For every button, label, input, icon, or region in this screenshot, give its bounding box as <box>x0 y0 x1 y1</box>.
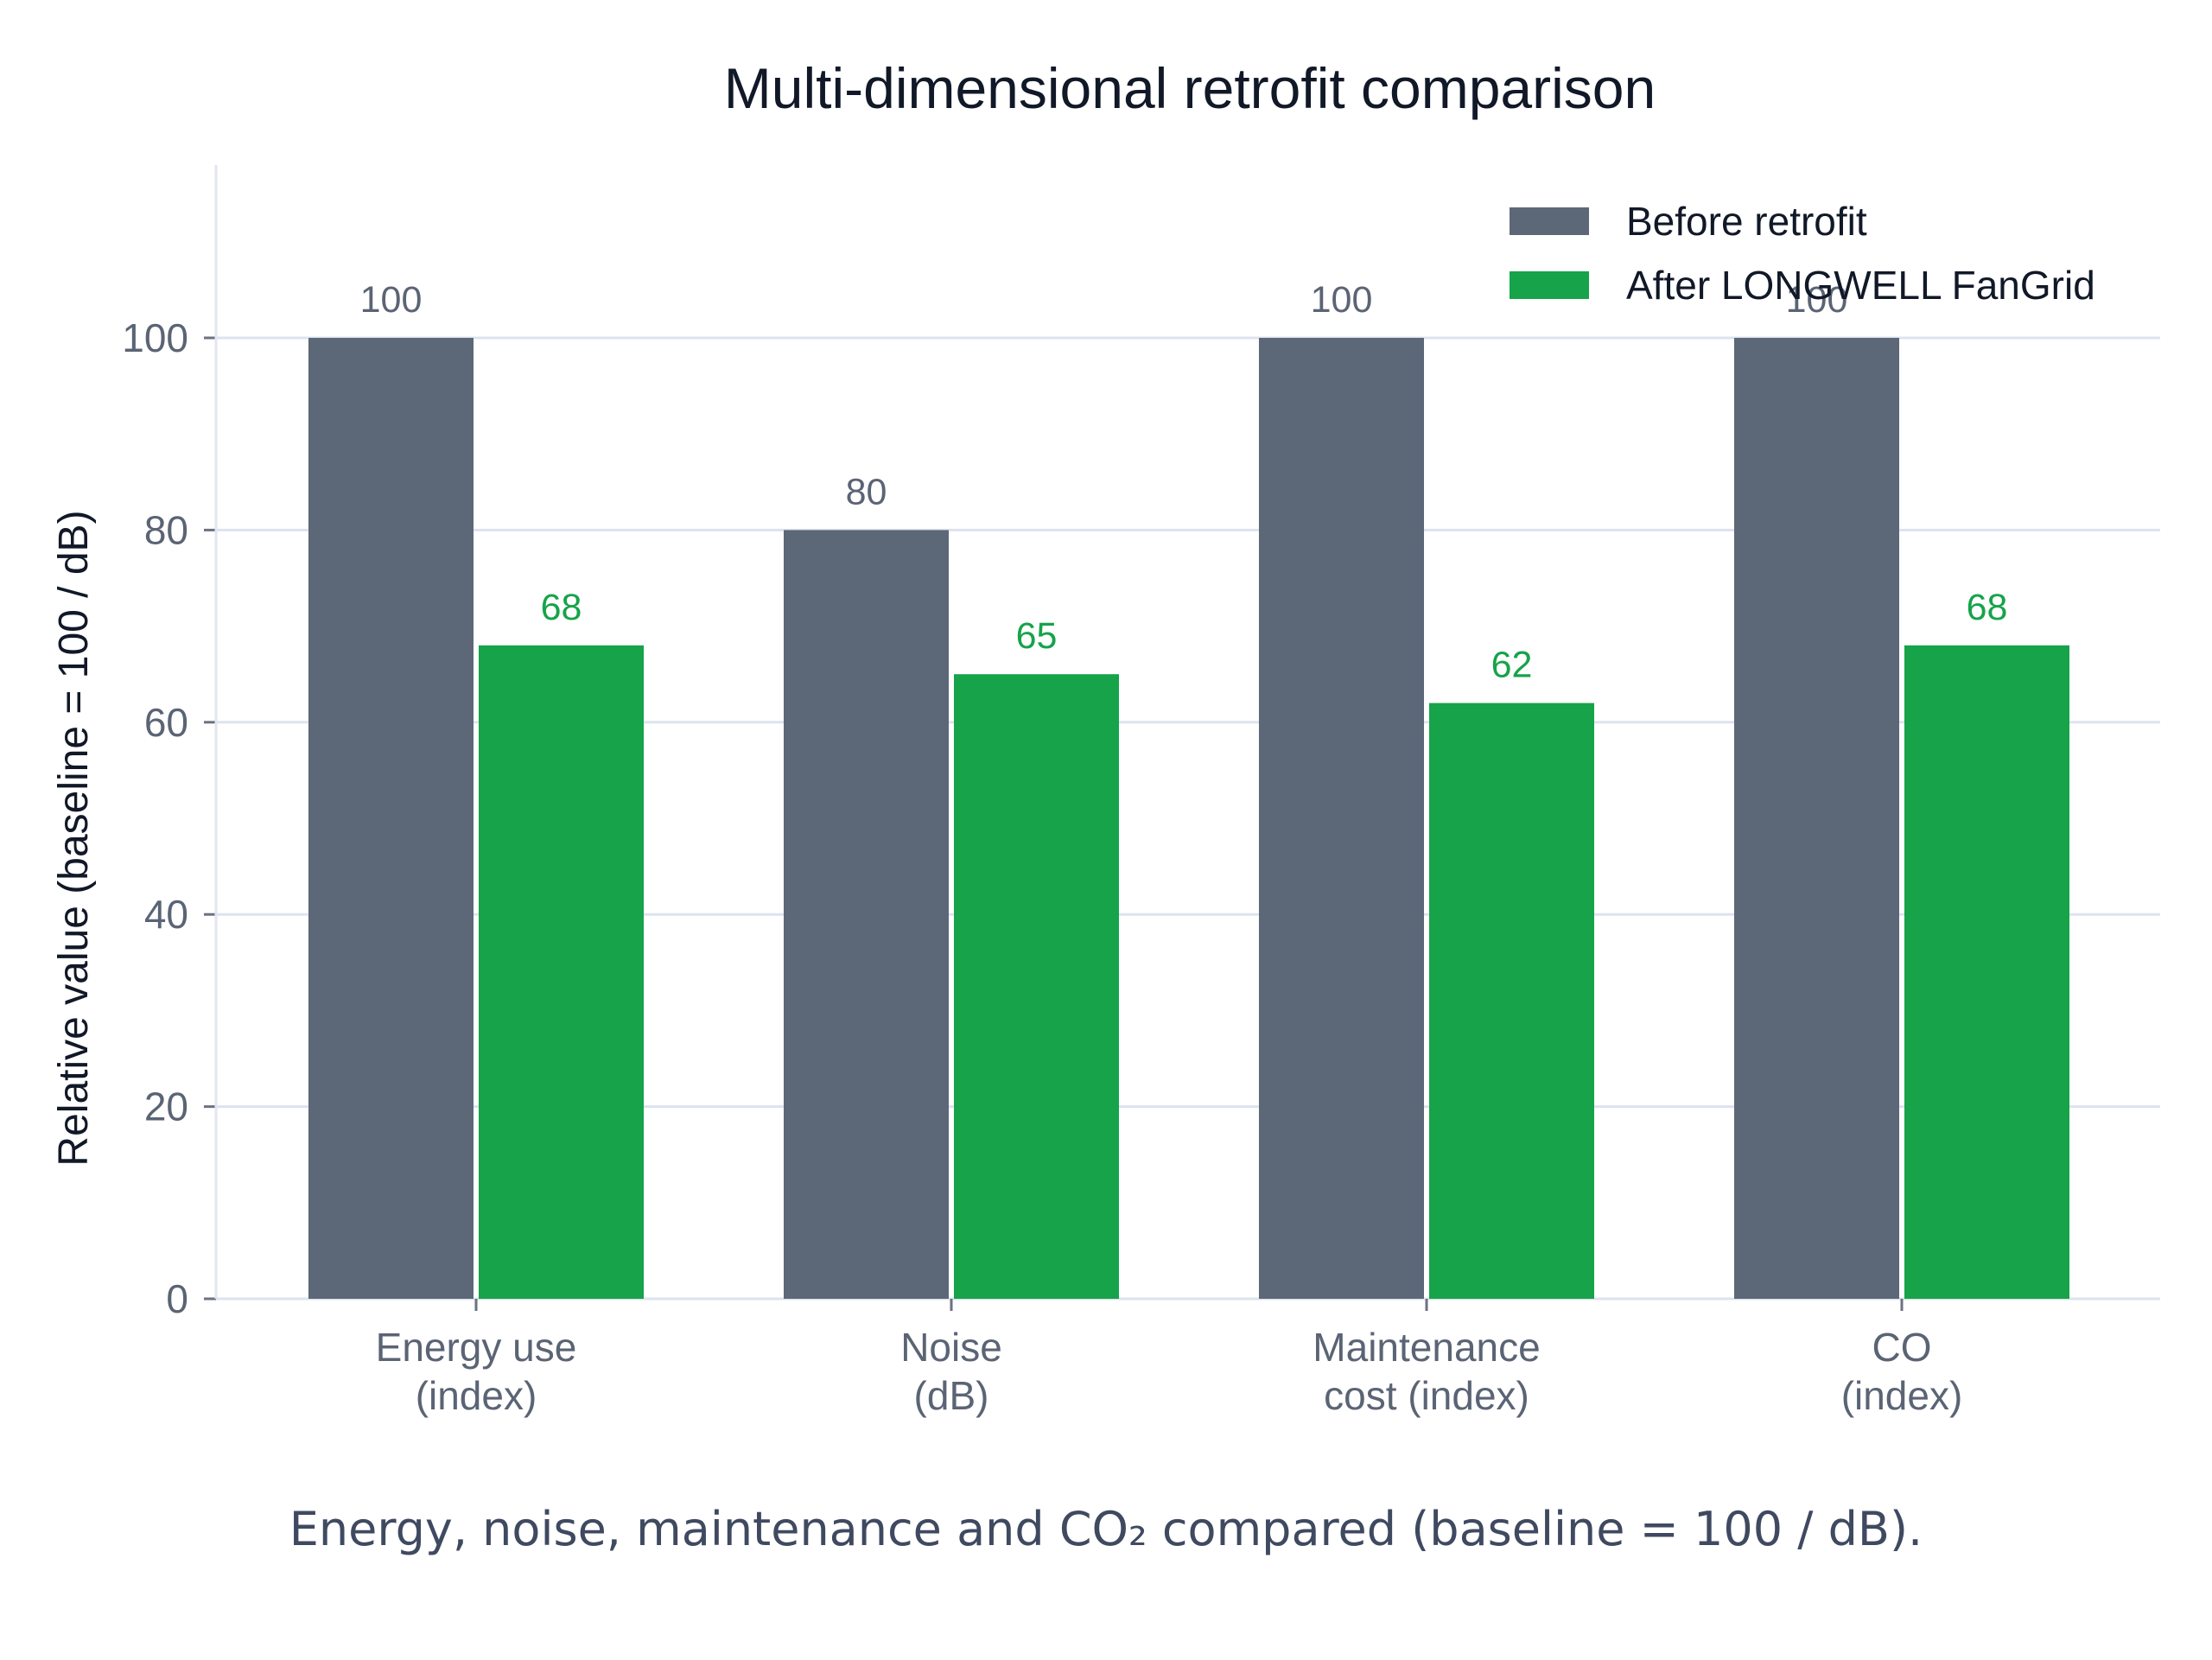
chart-title: Multi-dimensional retrofit comparison <box>724 56 1656 120</box>
bar-before <box>308 338 474 1299</box>
value-label-before: 100 <box>1311 279 1373 321</box>
legend-swatch-after <box>1510 271 1589 299</box>
legend-label-before: Before retrofit <box>1626 199 1867 244</box>
category-label: Maintenance cost (index) <box>1313 1325 1540 1418</box>
legend-swatch-before <box>1510 207 1589 235</box>
value-label-after: 62 <box>1491 645 1533 686</box>
bar-after <box>954 674 1119 1299</box>
value-label-before: 80 <box>846 471 887 512</box>
value-label-before: 100 <box>1786 279 1848 321</box>
value-label-before: 100 <box>360 279 423 321</box>
x-axis-categories: Energy use (index) Noise (dB) Maintenance cos… <box>376 1299 1963 1418</box>
y-tick-label: 100 <box>122 315 188 360</box>
category-label: Noise (dB) <box>900 1325 1002 1418</box>
value-labels: 100 68 80 65 100 62 100 68 <box>360 279 2008 686</box>
value-label-after: 65 <box>1016 615 1058 657</box>
bar-after <box>479 645 644 1299</box>
bar-after <box>1904 645 2069 1299</box>
y-tick-label: 0 <box>166 1276 188 1321</box>
chart-caption: Energy, noise, maintenance and CO₂ compa… <box>289 1502 1923 1556</box>
bars <box>308 338 2069 1299</box>
y-tick-label: 40 <box>144 892 188 937</box>
category-label: Energy use (index) <box>376 1325 577 1418</box>
category-label: CO (index) <box>1841 1325 1963 1418</box>
bar-before <box>1734 338 1899 1299</box>
legend-label-after: After LONGWELL FanGrid <box>1626 263 2095 308</box>
y-axis-label: Relative value (baseline = 100 / dB) <box>51 510 97 1166</box>
value-label-after: 68 <box>541 587 582 628</box>
y-tick-label: 20 <box>144 1084 188 1129</box>
bar-after <box>1429 703 1594 1299</box>
y-axis-ticks: 0 20 40 60 80 100 <box>122 315 216 1321</box>
legend: Before retrofit After LONGWELL FanGrid <box>1510 199 2095 308</box>
bar-before <box>784 530 949 1299</box>
bar-before <box>1259 338 1424 1299</box>
y-tick-label: 60 <box>144 700 188 745</box>
value-label-after: 68 <box>1967 587 2008 628</box>
y-tick-label: 80 <box>144 507 188 552</box>
